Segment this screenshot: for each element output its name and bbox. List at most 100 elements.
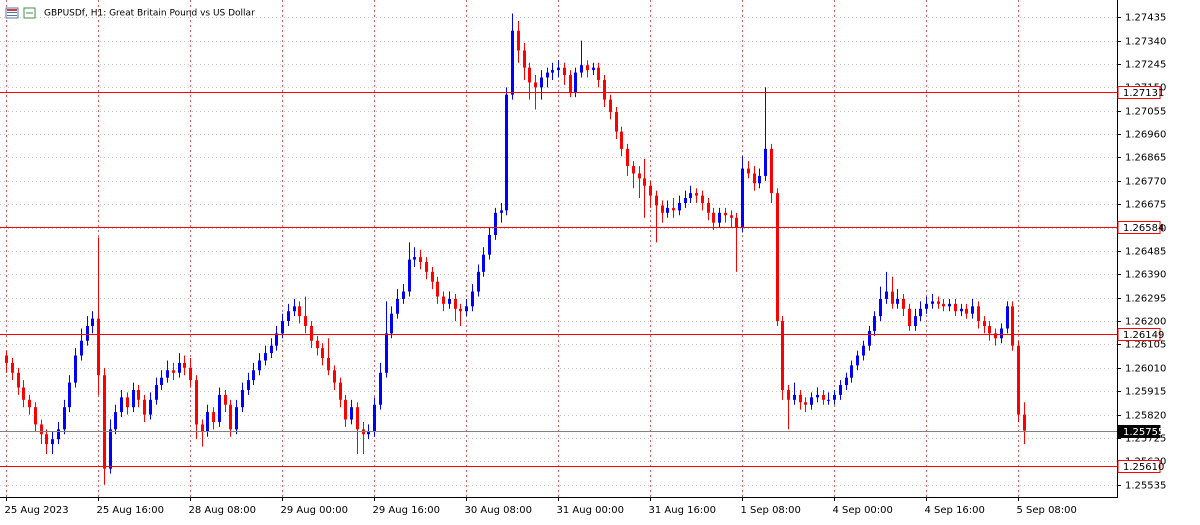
y-tick-label: 1.25725 [1125,434,1166,445]
candle-body [781,321,784,390]
candle-body [1006,306,1009,329]
candle-body [477,271,480,292]
icon-bar [7,15,17,16]
candle-body [511,30,514,95]
candle-body [166,370,169,378]
candle-body [505,94,508,211]
candle-body [327,357,330,371]
candle-body [546,72,549,78]
candle-body [816,394,819,398]
x-tick-label: 25 Aug 2023 [5,505,69,516]
y-tick-label: 1.27340 [1125,37,1166,48]
candle-body [707,202,710,213]
candle-body [632,166,635,174]
candle-body [436,281,439,297]
candle-body [1017,345,1020,415]
candle-body [63,407,66,430]
candle-body [799,394,802,403]
candle-body [569,75,572,93]
x-tick-label: 25 Aug 16:00 [97,505,164,516]
candle-body [494,212,497,235]
y-tick-label: 1.26010 [1125,364,1166,375]
candle-body [419,257,422,263]
candle-body [379,372,382,405]
chart-title: GBPUSDf, H1: Great Britain Pound vs US D… [44,9,255,19]
price-level-label: 1.26584 [1123,223,1164,234]
icon-bar [7,12,17,13]
candle-body [971,306,974,314]
candle-body [206,412,209,432]
candle-body [275,333,278,346]
candle-body [40,424,43,435]
candle-body [931,301,934,304]
candle-body [730,215,733,218]
candle-body [270,345,273,354]
y-tick-label: 1.26390 [1125,270,1166,281]
candle-body [879,298,882,317]
symbol-icon [5,7,36,19]
candle-body [661,205,664,213]
candle-body [235,407,238,430]
candle-body [137,389,140,400]
candle-body [218,394,221,422]
candle-body [994,333,997,339]
candle-body [97,318,100,376]
candle-body [114,412,117,430]
candle-body [534,82,537,88]
x-tick-label: 29 Aug 16:00 [373,505,440,516]
candle-body [954,303,957,312]
candle-body [28,399,31,408]
candle-body [804,402,807,405]
candle-body [862,345,865,356]
candle-body [747,168,750,174]
candle-body [839,385,842,395]
candle-body [908,308,911,327]
candle-body [373,404,376,432]
candle-body [620,131,623,149]
candle-body [638,173,641,179]
candle-body [615,111,618,132]
candle-body [241,389,244,408]
candle-body [68,382,71,408]
candle-body [580,65,583,73]
candle-body [155,385,158,400]
candles [5,13,1026,485]
candle-body [51,439,54,445]
candle-body [753,173,756,184]
candle-body [247,380,250,390]
x-tick-label: 1 Sep 08:00 [741,505,801,516]
candle-body [212,412,215,422]
candle-body [793,394,796,400]
candle-body [1023,414,1026,431]
candle-body [678,202,681,211]
candle-body [465,306,468,312]
candle-body [902,298,905,309]
x-tick-label: 28 Aug 08:00 [189,505,256,516]
candle-body [126,397,129,408]
candle-body [563,67,566,76]
candle-body [402,291,405,299]
candle-body [885,291,888,299]
price-level-label: 1.25610 [1123,462,1164,473]
candle-body [649,185,652,196]
price-level-tag [1117,86,1161,99]
candle-body [132,389,135,408]
candle-body [741,168,744,228]
candle-body [603,79,606,100]
candle-body [528,67,531,83]
candle-body [937,301,940,304]
candle-body [34,407,37,425]
candle-body [448,298,451,304]
candle-body [948,303,951,307]
candle-body [695,193,698,196]
candle-body [988,326,991,334]
candle-body [822,394,825,400]
candle-body [160,377,163,386]
candle-body [833,394,836,400]
candle-body [574,72,577,93]
candle-body [264,353,267,361]
candle-body [919,308,922,317]
price-level-tag [1117,425,1161,438]
candle-body [523,50,526,68]
